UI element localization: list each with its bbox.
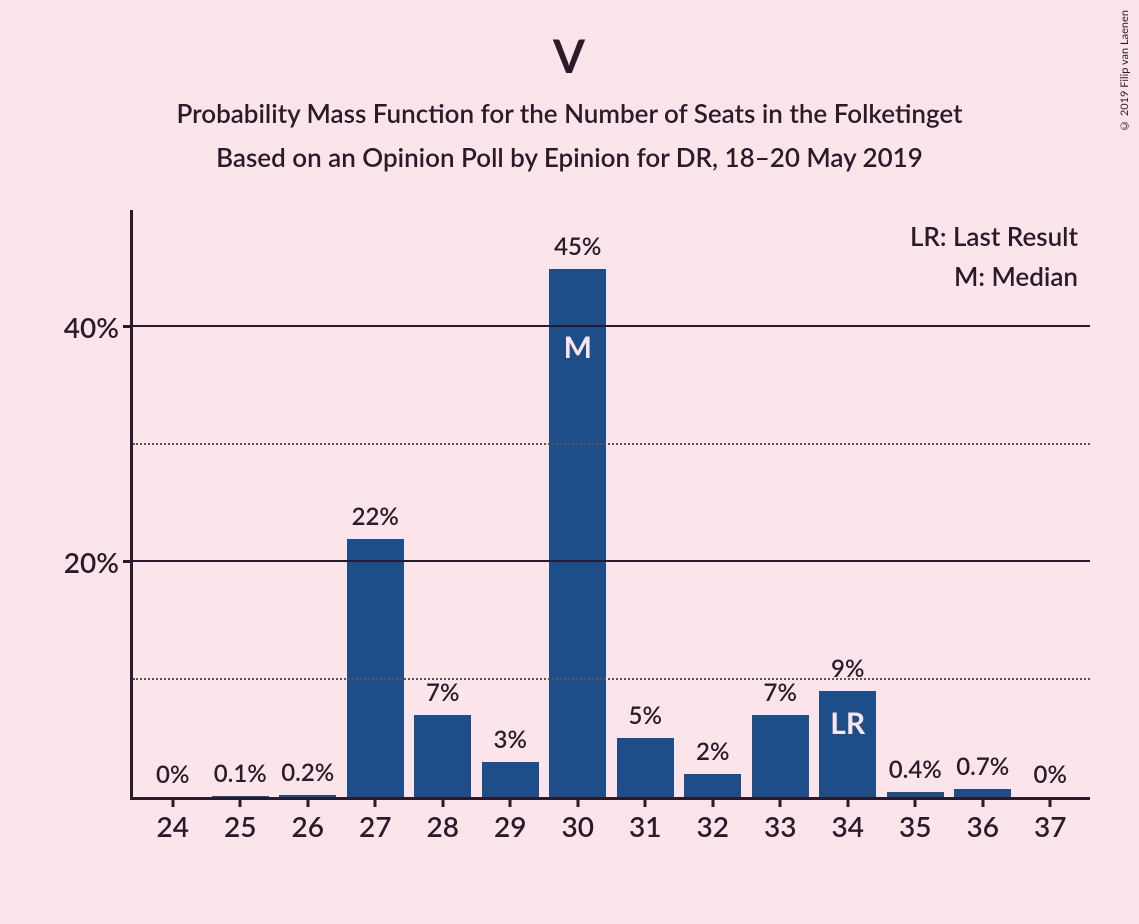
bar-slot: 45% M xyxy=(544,210,612,797)
bar-annotation: LR xyxy=(830,705,865,741)
x-tick xyxy=(342,797,410,807)
chart-title-sub1: Probability Mass Function for the Number… xyxy=(0,97,1139,129)
x-axis-label: 37 xyxy=(1017,809,1085,843)
bar-value-label: 0% xyxy=(1034,760,1067,789)
x-tick-marks xyxy=(133,797,1090,807)
bar-slot: 7% xyxy=(747,210,815,797)
bar: 2% xyxy=(684,774,741,797)
copyright-text: © 2019 Filip van Laenen xyxy=(1118,10,1131,132)
bar: 0.7% xyxy=(954,789,1011,797)
x-tick xyxy=(747,797,815,807)
x-axis-label: 25 xyxy=(207,809,275,843)
bar-value-label: 7% xyxy=(764,678,797,707)
x-tick xyxy=(949,797,1017,807)
bar-value-label: 2% xyxy=(696,737,729,766)
gridline-major xyxy=(133,560,1090,562)
x-tick xyxy=(477,797,545,807)
x-tick xyxy=(274,797,342,807)
bar-value-label: 3% xyxy=(494,725,527,754)
x-axis-label: 29 xyxy=(477,809,545,843)
bar: 5% xyxy=(617,738,674,797)
chart-title-sub2: Based on an Opinion Poll by Epinion for … xyxy=(0,141,1139,173)
x-axis-label: 30 xyxy=(544,809,612,843)
y-axis-label: 20% xyxy=(64,545,119,579)
x-axis-label: 26 xyxy=(274,809,342,843)
bar-slot: 0% xyxy=(139,210,207,797)
bar-slot: 0.2% xyxy=(274,210,342,797)
x-axis-label: 33 xyxy=(747,809,815,843)
x-axis-label: 35 xyxy=(882,809,950,843)
bar-slot: 0% xyxy=(1017,210,1085,797)
bar-slot: 9%LR xyxy=(814,210,882,797)
bar-value-label: 45% xyxy=(554,232,601,261)
bar-slot: 7% xyxy=(409,210,477,797)
x-axis-label: 27 xyxy=(342,809,410,843)
x-axis-label: 31 xyxy=(612,809,680,843)
bar: 9%LR xyxy=(819,691,876,797)
bar-value-label: 0.2% xyxy=(281,758,334,787)
bar: 45%M xyxy=(549,269,606,797)
bars-group: 0%0.1%0.2%22%7%3%45%M5%2%7%9%LR0.4%0.7%0… xyxy=(133,210,1090,797)
bar-slot: 2% xyxy=(679,210,747,797)
x-axis-label: 34 xyxy=(814,809,882,843)
x-axis-label: 36 xyxy=(949,809,1017,843)
bar: 7% xyxy=(752,715,809,797)
gridline-minor xyxy=(133,443,1090,445)
x-tick xyxy=(814,797,882,807)
x-tick xyxy=(679,797,747,807)
x-axis-label: 24 xyxy=(139,809,207,843)
chart-title-main: V xyxy=(0,28,1139,83)
y-axis-label: 40% xyxy=(64,310,119,344)
bar-value-label: 0% xyxy=(156,760,189,789)
bar-value-label: 5% xyxy=(629,701,662,730)
y-tick-mark xyxy=(123,560,133,563)
x-tick xyxy=(207,797,275,807)
bar-value-label: 0.7% xyxy=(956,752,1009,781)
bar-slot: 22% xyxy=(342,210,410,797)
bar-slot: 5% xyxy=(612,210,680,797)
title-block: V Probability Mass Function for the Numb… xyxy=(0,0,1139,173)
x-axis-labels: 2425262728293031323334353637 xyxy=(133,809,1090,843)
bar: 7% xyxy=(414,715,471,797)
bar-value-label: 0.4% xyxy=(889,755,942,784)
x-tick xyxy=(1017,797,1085,807)
x-tick xyxy=(882,797,950,807)
x-tick xyxy=(544,797,612,807)
x-axis-label: 28 xyxy=(409,809,477,843)
bar-slot: 3% xyxy=(477,210,545,797)
bar: 3% xyxy=(482,762,539,797)
x-tick xyxy=(612,797,680,807)
bar-slot: 0.4% xyxy=(882,210,950,797)
gridline-major xyxy=(133,325,1090,327)
x-axis-label: 32 xyxy=(679,809,747,843)
bar-slot: 0.7% xyxy=(949,210,1017,797)
plot-area: LR: Last Result M: Median 0%0.1%0.2%22%7… xyxy=(130,210,1090,800)
bar-value-label: 7% xyxy=(426,678,459,707)
x-tick xyxy=(139,797,207,807)
bar: 22% xyxy=(347,539,404,797)
x-tick xyxy=(409,797,477,807)
bar-value-label: 0.1% xyxy=(214,759,267,788)
bar-value-label: 22% xyxy=(352,502,399,531)
y-tick-mark xyxy=(123,325,133,328)
bar-slot: 0.1% xyxy=(207,210,275,797)
chart-container: LR: Last Result M: Median 0%0.1%0.2%22%7… xyxy=(60,210,1100,850)
gridline-minor xyxy=(133,678,1090,680)
bar-annotation: M xyxy=(564,329,592,365)
